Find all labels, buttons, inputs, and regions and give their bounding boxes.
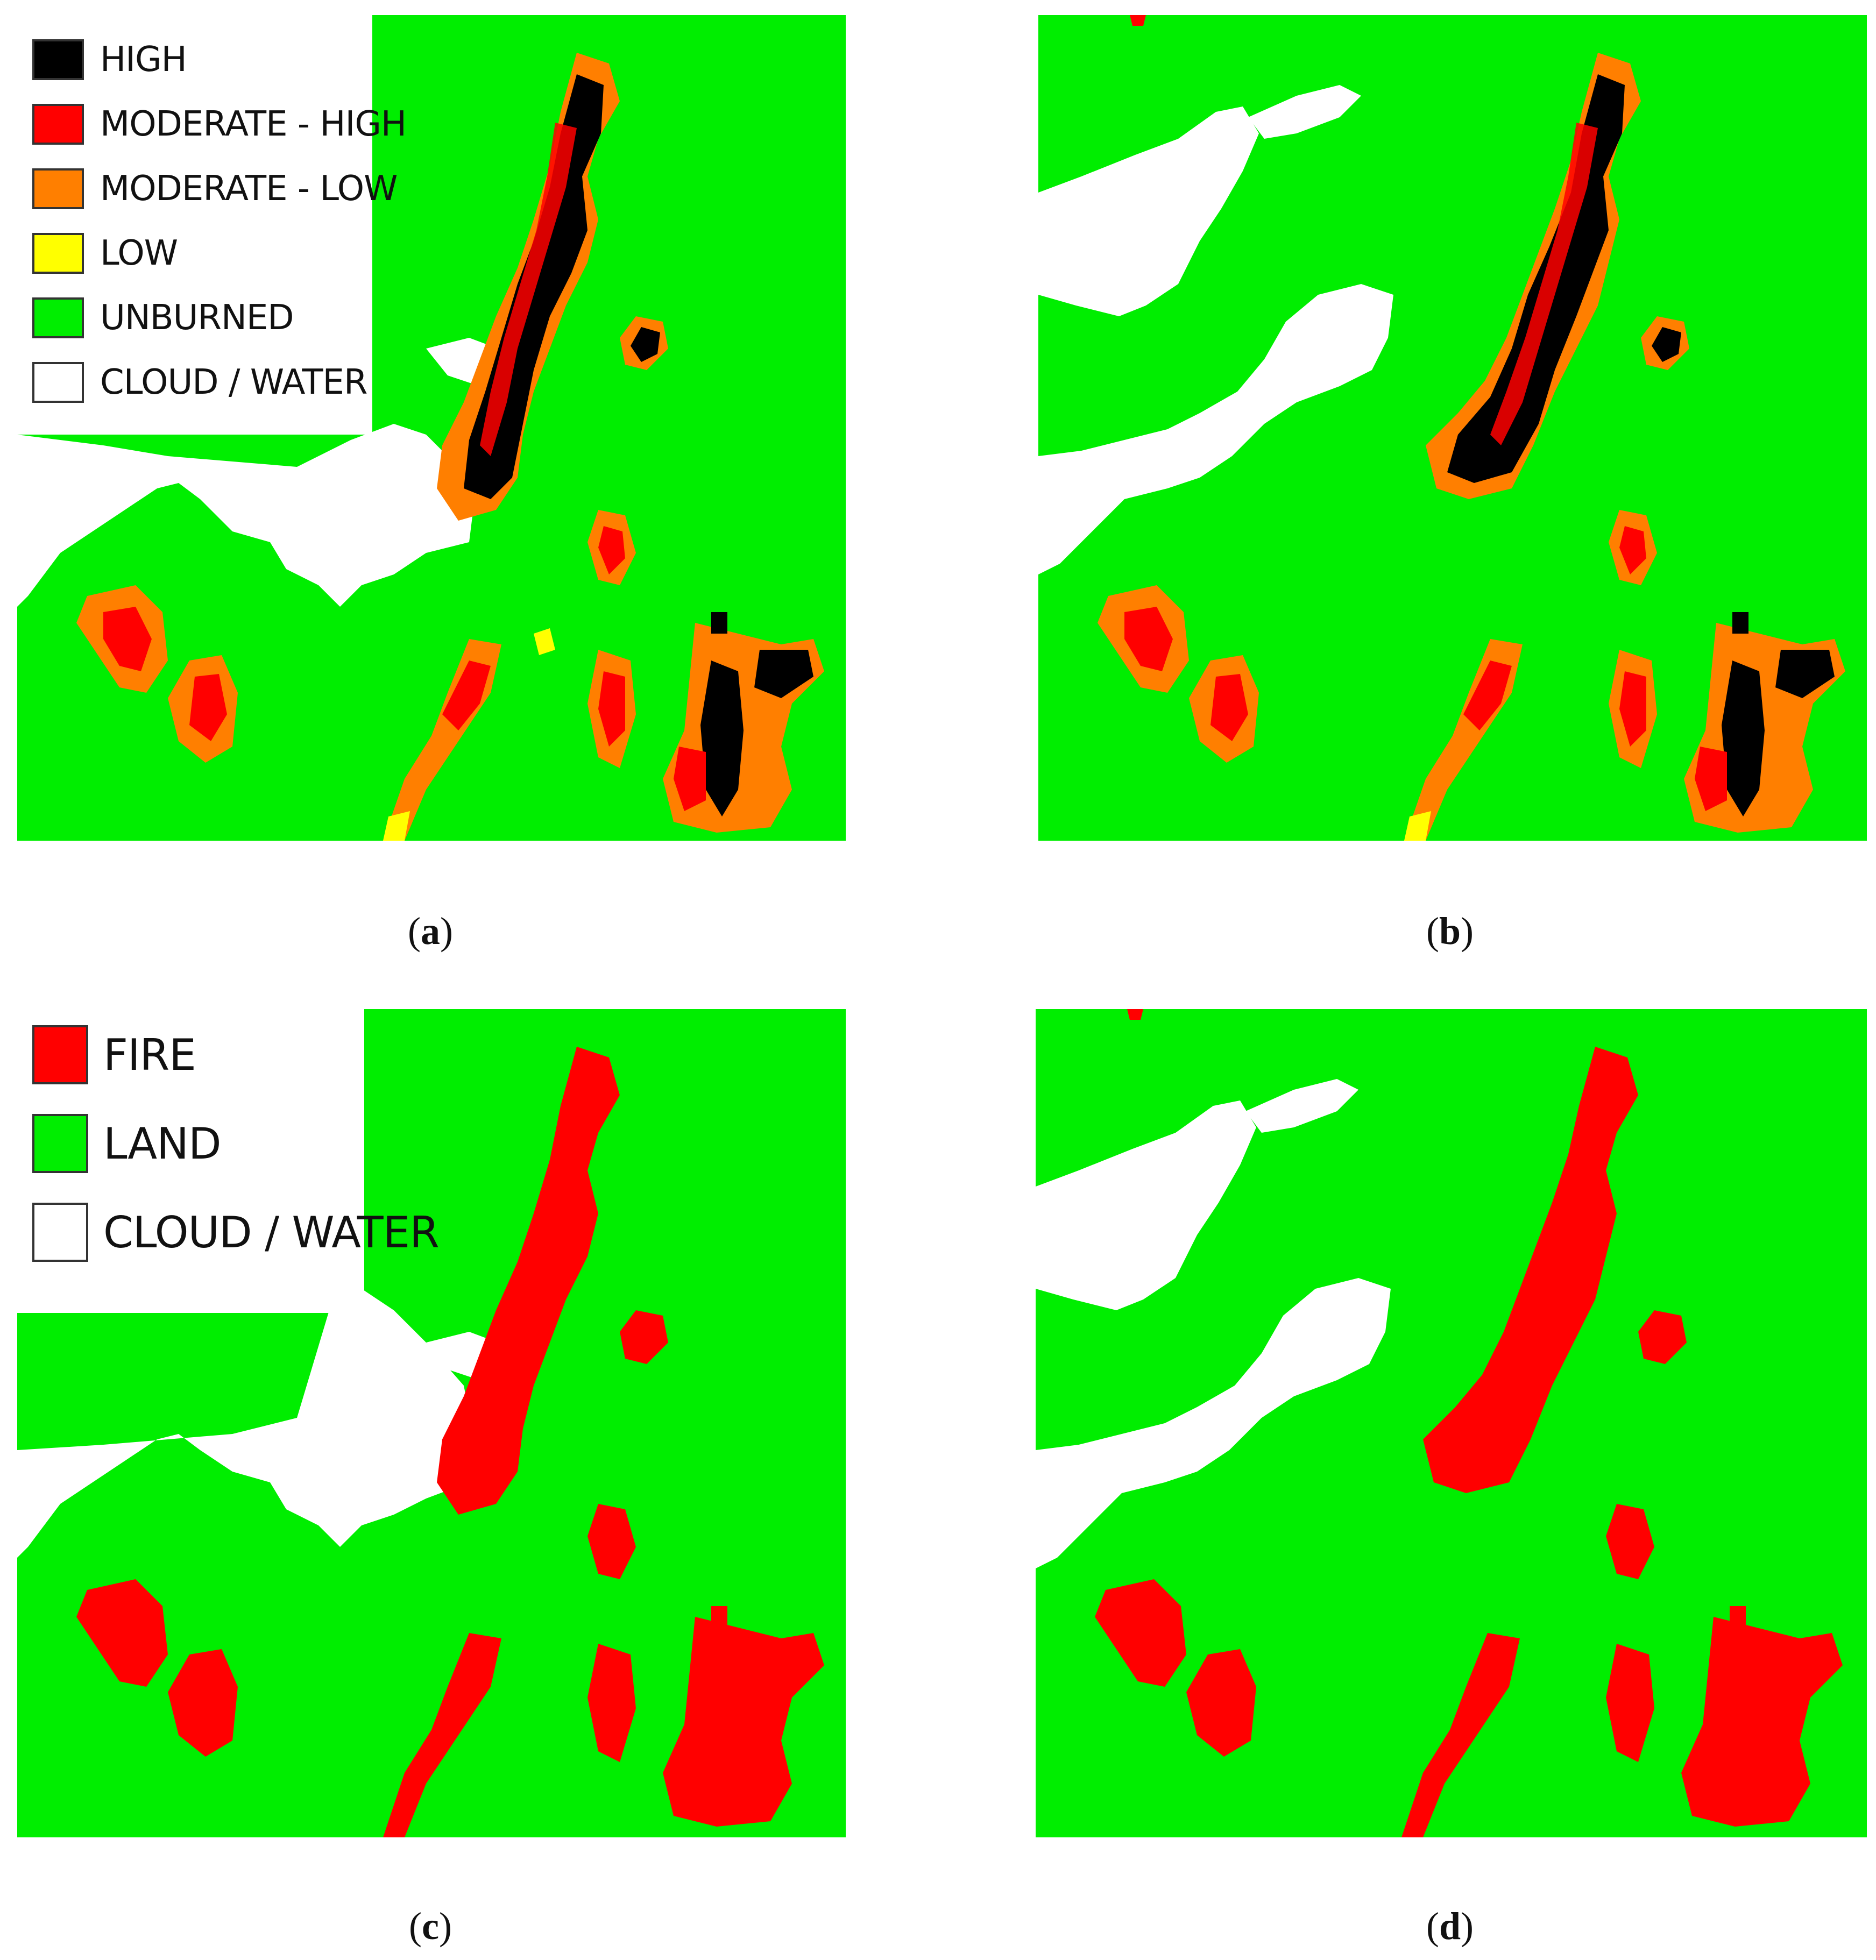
legend-item-high: HIGH <box>32 39 187 80</box>
burn-scar-modhigh <box>442 661 491 730</box>
fire-area <box>1730 1606 1746 1628</box>
low-severity-spot <box>1404 811 1431 841</box>
map-panel-b <box>1038 15 1867 841</box>
fire-map-d <box>1036 1009 1843 1837</box>
burn-scar-high <box>631 327 660 362</box>
legend-label-low: LOW <box>100 233 178 273</box>
burn-scar-modhigh <box>1619 671 1646 747</box>
legend-item-low: LOW <box>32 233 178 274</box>
fire-area <box>76 1579 168 1687</box>
legend-label-fire: FIRE <box>103 1029 196 1080</box>
legend-swatch-high <box>32 39 84 80</box>
caption-d: (d) <box>1426 1905 1474 1948</box>
legend-item-moderate-low: MODERATE - LOW <box>32 168 398 209</box>
cloud-water-region <box>17 424 475 607</box>
low-severity-spot <box>1130 15 1146 26</box>
cloud-water-region <box>17 1289 475 1558</box>
burn-scar-high <box>1775 650 1835 698</box>
fire-area <box>1127 1009 1143 1020</box>
legend-label-high: HIGH <box>100 40 187 80</box>
caption-letter-b: b <box>1439 910 1461 953</box>
cloud-water-region <box>1036 1100 1256 1310</box>
fire-area <box>587 1504 636 1579</box>
caption-letter-a: a <box>421 910 440 953</box>
legend-item-unburned: UNBURNED <box>32 297 294 338</box>
fire-area <box>663 1617 824 1827</box>
cloud-water-region <box>1248 85 1361 139</box>
fire-area <box>587 1644 636 1762</box>
cloud-water-region <box>1036 1278 1391 1568</box>
caption-c: (c) <box>409 1905 452 1948</box>
fire-area <box>1638 1310 1687 1364</box>
caption-a: (a) <box>408 910 453 953</box>
burn-scar-high <box>1722 661 1765 816</box>
fire-area <box>1401 1633 1520 1837</box>
legend-severity: HIGH MODERATE - HIGH MODERATE - LOW LOW … <box>17 15 407 435</box>
burn-scar-modhigh <box>1619 526 1646 574</box>
legend-swatch-fire <box>32 1025 88 1084</box>
map-panel-d <box>1036 1009 1867 1837</box>
legend-swatch-moderate-high <box>32 104 84 145</box>
fire-area <box>1095 1579 1186 1687</box>
cloud-water-region <box>1038 284 1393 574</box>
legend-item-moderate-high: MODERATE - HIGH <box>32 104 407 145</box>
burn-scar-modhigh <box>674 747 706 811</box>
legend-swatch-low <box>32 233 84 274</box>
legend-label-cloud-water: CLOUD / WATER <box>103 1207 440 1258</box>
legend-item-cloud-water: CLOUD / WATER <box>32 362 367 403</box>
burn-scar-modhigh <box>1490 123 1598 445</box>
severity-map-a <box>17 53 824 841</box>
legend-label-cloud-water: CLOUD / WATER <box>100 363 367 402</box>
caption-letter-d: d <box>1439 1905 1461 1948</box>
burn-scar-modhigh <box>189 674 227 741</box>
burn-scar <box>1732 612 1748 634</box>
legend-swatch-cloud-water <box>32 362 84 403</box>
fire-area <box>620 1310 668 1364</box>
cloud-water-region <box>1038 106 1259 316</box>
fire-map-c <box>17 1047 824 1837</box>
fire-area <box>1606 1504 1654 1579</box>
burn-scar-high <box>754 650 813 698</box>
legend-label-moderate-low: MODERATE - LOW <box>100 169 398 209</box>
caption-letter-c: c <box>422 1905 439 1948</box>
low-severity-spot <box>534 628 555 655</box>
burn-scar <box>711 612 727 634</box>
fire-area <box>1606 1644 1654 1762</box>
fire-area <box>437 1047 620 1515</box>
burn-scar-modhigh <box>1124 607 1173 671</box>
legend-item-fire: FIRE <box>32 1025 196 1084</box>
severity-map-b <box>1038 15 1845 841</box>
fire-area <box>1423 1047 1638 1493</box>
burn-scar-high <box>700 661 744 816</box>
legend-fire: FIRE LAND CLOUD / WATER <box>17 1009 440 1313</box>
burn-scar-high <box>1652 327 1681 362</box>
burn-scar-modhigh <box>598 526 625 574</box>
fire-area <box>383 1633 501 1837</box>
low-severity-spot <box>383 811 410 841</box>
legend-swatch-land <box>32 1114 88 1173</box>
burn-scar-modhigh <box>598 671 625 747</box>
burn-scar-modhigh <box>1463 661 1512 730</box>
cloud-water-region <box>1245 1079 1358 1133</box>
fire-area <box>168 1649 238 1757</box>
burn-scar-modhigh <box>1695 747 1727 811</box>
burn-scar-modhigh <box>1210 674 1248 741</box>
legend-label-moderate-high: MODERATE - HIGH <box>100 104 407 144</box>
caption-b: (b) <box>1426 910 1474 953</box>
burn-scar-modhigh <box>103 607 152 671</box>
fire-area <box>1681 1617 1843 1827</box>
fire-area <box>1186 1649 1256 1757</box>
map-panel-c: FIRE LAND CLOUD / WATER <box>17 1009 846 1837</box>
map-panel-a: HIGH MODERATE - HIGH MODERATE - LOW LOW … <box>17 15 846 841</box>
legend-swatch-cloud-water <box>32 1203 88 1262</box>
fire-area <box>711 1606 727 1628</box>
burn-scar-modhigh <box>480 123 577 456</box>
legend-swatch-unburned <box>32 297 84 338</box>
legend-item-land: LAND <box>32 1114 222 1173</box>
legend-swatch-moderate-low <box>32 168 84 209</box>
legend-item-cloud-water: CLOUD / WATER <box>32 1203 440 1262</box>
legend-label-unburned: UNBURNED <box>100 298 294 338</box>
legend-label-land: LAND <box>103 1118 222 1169</box>
